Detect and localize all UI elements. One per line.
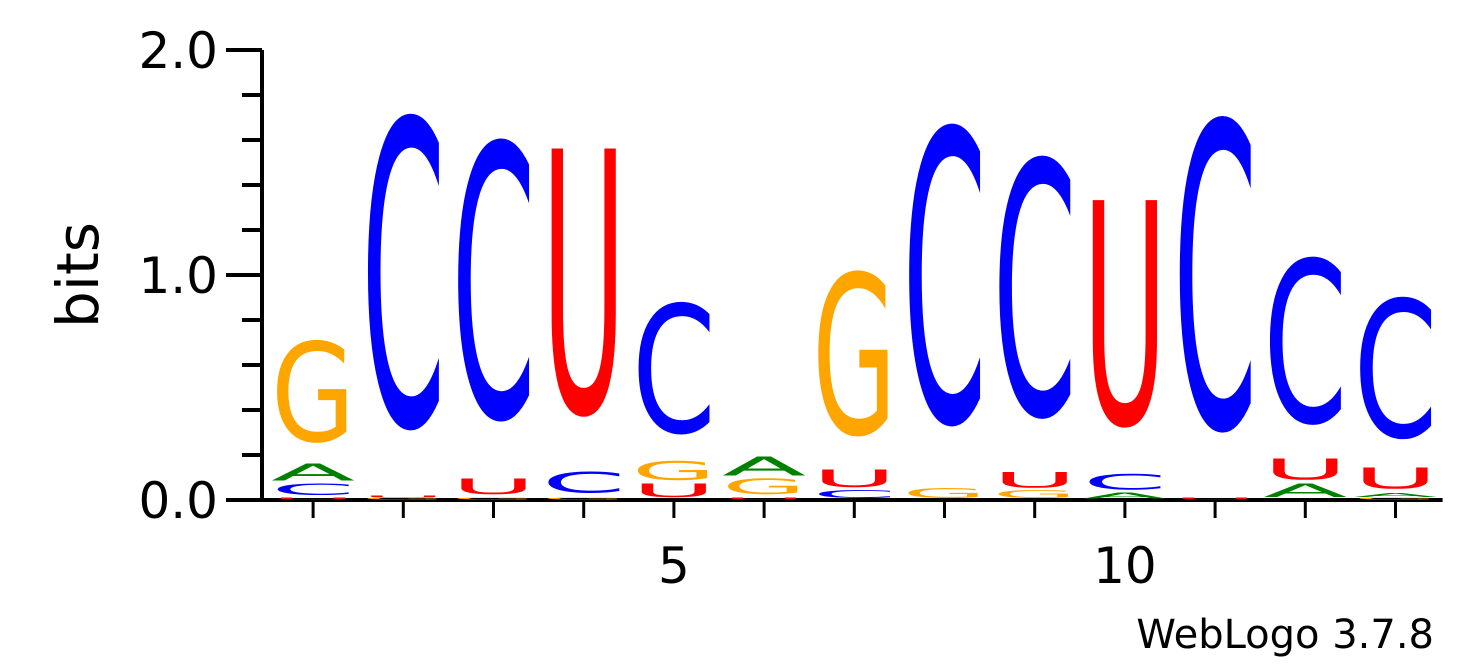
logo-letter-c: C	[542, 466, 626, 499]
logo-letter-u: U	[632, 480, 716, 501]
logo-letter-c: C	[993, 92, 1077, 497]
logo-letter-u: U	[1083, 139, 1167, 496]
x-tick-label: 5	[658, 537, 690, 595]
logo-letter-c: C	[632, 270, 716, 474]
logo-letter-g: G	[812, 229, 896, 485]
logo-letter-c: C	[1353, 263, 1437, 482]
logo-letter-g: G	[993, 489, 1077, 501]
logo-letter-g: G	[722, 475, 806, 499]
logo-letter-a: A	[1263, 480, 1347, 501]
logo-letter-u: U	[542, 78, 626, 498]
logo-letter-u: U	[993, 468, 1077, 492]
logo-letter-g: G	[632, 456, 716, 486]
logo-letter-g: G	[271, 316, 355, 474]
logo-letter-u: U	[1353, 462, 1437, 496]
y-axis-label: bits	[44, 222, 112, 328]
logo-letter-a: A	[271, 458, 355, 485]
y-tick-label: 1.0	[138, 247, 218, 305]
weblogo-credit: WebLogo 3.7.8	[1136, 612, 1434, 658]
logo-letter-u: U	[1173, 497, 1257, 500]
logo-letter-c: C	[812, 489, 896, 501]
logo-letter-g: G	[902, 486, 986, 501]
logo-letter-a: A	[1353, 492, 1437, 498]
logo-letter-c: C	[1263, 217, 1347, 476]
logo-letter-c: C	[451, 69, 535, 505]
y-tick-label: 0.0	[138, 472, 218, 530]
logo-letter-a: A	[1083, 491, 1167, 500]
logo-letter-g: G	[361, 497, 445, 500]
logo-letter-c: C	[271, 481, 355, 499]
axes: 0.0 1.0 2.0 5 10	[138, 22, 1443, 595]
logo-letter-c: C	[361, 36, 445, 524]
logo-letter-u: U	[361, 495, 445, 498]
logo-letter-c: C	[1173, 38, 1257, 526]
logo-letter-u: U	[451, 475, 535, 499]
logo-letter-u: U	[812, 465, 896, 493]
logo-letter-c: C	[902, 50, 986, 516]
logo-letter-g: G	[1353, 497, 1437, 500]
logo-letter-u: U	[271, 497, 355, 500]
logo-letter-c: C	[1083, 471, 1167, 495]
logo-letter-u: U	[1263, 453, 1347, 487]
y-tick-label: 2.0	[138, 22, 218, 80]
logo-letter-g: G	[451, 497, 535, 500]
x-tick-label: 10	[1093, 537, 1157, 595]
logo-letter-a: A	[722, 451, 806, 482]
logo-letter-u: U	[722, 497, 806, 500]
logo-letter-g: G	[542, 497, 626, 500]
